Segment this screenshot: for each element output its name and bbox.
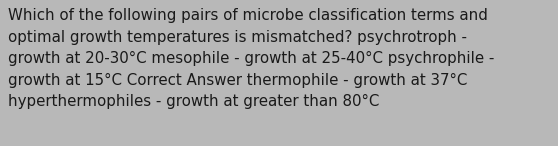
Text: Which of the following pairs of microbe classification terms and
optimal growth : Which of the following pairs of microbe … (8, 8, 494, 110)
